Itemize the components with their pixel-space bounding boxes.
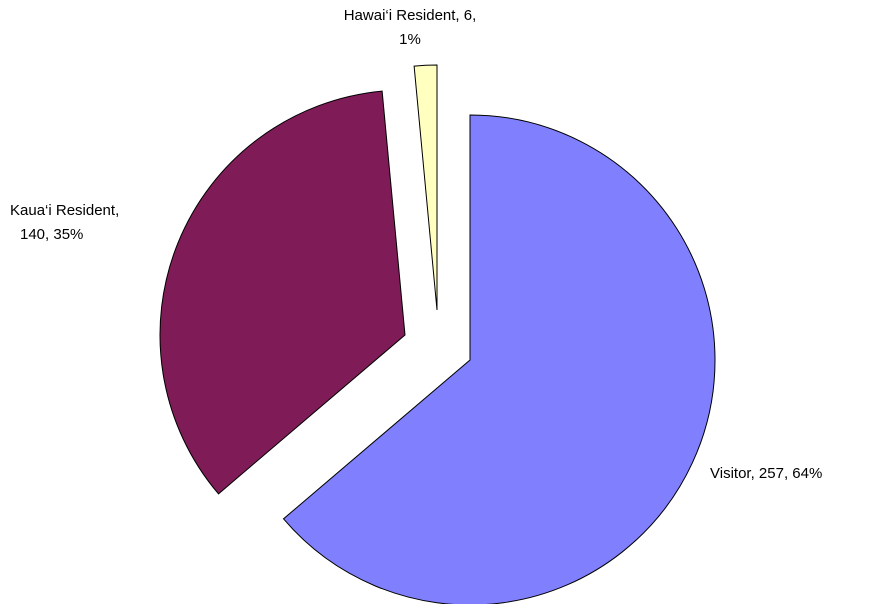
slice-label: Hawai‘i Resident, 6,: [344, 7, 477, 24]
pie-slice: [413, 64, 438, 311]
slice-label: 1%: [399, 31, 421, 48]
pie-slice: [159, 90, 406, 495]
slice-label: Kaua‘i Resident,: [10, 202, 119, 219]
slice-label: Visitor, 257, 64%: [710, 465, 822, 482]
pie-slice: [282, 114, 716, 604]
slice-label: 140, 35%: [20, 226, 83, 243]
